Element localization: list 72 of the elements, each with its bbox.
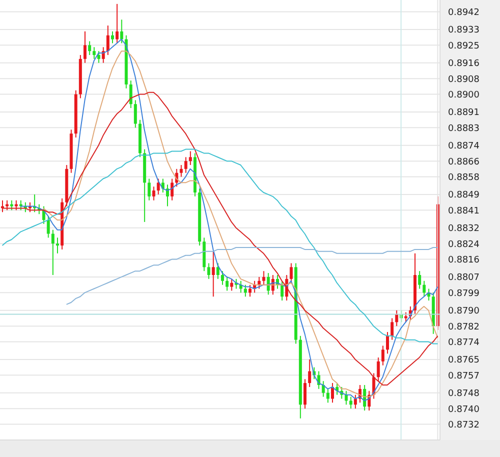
candlestick (129, 80, 132, 109)
candlestick (14, 200, 18, 211)
y-tick-label: 0.8807 (448, 273, 480, 284)
candlestick (156, 178, 160, 195)
candlestick (230, 278, 234, 292)
candlestick (6, 200, 9, 211)
candlestick (10, 200, 14, 211)
y-tick-label: 0.8832 (448, 224, 480, 234)
candlestick (88, 40, 92, 56)
y-tick-label: 0.8908 (448, 74, 480, 85)
y-tick-label: 0.8757 (448, 371, 480, 382)
candlestick (418, 270, 422, 290)
y-tick-label: 0.8858 (448, 172, 480, 183)
y-tick-label: 0.8900 (448, 90, 480, 100)
candlestick (354, 394, 357, 410)
y-tick-label: 0.8765 (448, 356, 480, 366)
candlestick (221, 270, 224, 286)
candlestick (226, 276, 229, 292)
candlestick (212, 250, 215, 298)
candlestick (106, 25, 110, 56)
y-tick-label: 0.8799 (448, 288, 480, 299)
candlestick (304, 378, 306, 410)
y-tick-label: 0.8849 (448, 190, 480, 201)
candlestick (148, 178, 151, 201)
candlestick (51, 229, 54, 276)
y-tick-label: 0.8740 (448, 404, 480, 415)
candlestick (390, 318, 394, 340)
candlestick (322, 380, 325, 398)
candlestick (120, 19, 124, 44)
y-tick-label: 0.8774 (448, 338, 480, 348)
candlestick (331, 382, 334, 404)
candlestick (290, 262, 293, 284)
candlestick (180, 164, 183, 178)
candlestick (134, 100, 137, 128)
candlestick (422, 280, 426, 298)
candlestick (207, 262, 210, 280)
candlestick (262, 270, 266, 286)
candlestick (349, 396, 352, 410)
candlestick (376, 357, 380, 382)
candlestick (46, 216, 50, 238)
y-tick-label: 0.8748 (448, 389, 480, 400)
y-tick-label: 0.8933 (448, 26, 480, 36)
candlestick (188, 150, 192, 166)
candlestick (216, 262, 220, 280)
candlestick (386, 331, 389, 354)
candlestick (381, 345, 384, 366)
y-tick-label: 0.8891 (448, 108, 480, 118)
y-tick-label: 0.8790 (448, 306, 480, 317)
candlestick (56, 237, 59, 254)
y-tick-label: 0.8874 (448, 142, 480, 152)
y-tick-label: 0.8782 (448, 322, 480, 332)
candlestick (326, 388, 330, 404)
y-tick-label: 0.8841 (448, 206, 480, 216)
y-tick-label: 0.8925 (448, 41, 480, 52)
candlestick (170, 178, 174, 201)
candlestick (116, 3, 119, 44)
candlestick (92, 46, 96, 60)
y-tick-label: 0.8816 (448, 255, 480, 266)
candlestick (84, 30, 86, 64)
line-series (66, 247, 438, 305)
y-tick-label: 0.8732 (448, 420, 480, 430)
y-tick-label: 0.8824 (448, 240, 480, 250)
candlestick (152, 186, 156, 201)
candlestick (97, 50, 100, 64)
y-tick-label: 0.8942 (448, 8, 480, 18)
candlestick (308, 358, 312, 388)
y-tick-label: 0.8866 (448, 157, 480, 168)
candlestick (111, 30, 114, 44)
y-tick-label: 0.8883 (448, 124, 480, 134)
y-tick-label: 0.8916 (448, 59, 480, 70)
candlestick (280, 280, 284, 302)
candlestick (184, 156, 188, 174)
